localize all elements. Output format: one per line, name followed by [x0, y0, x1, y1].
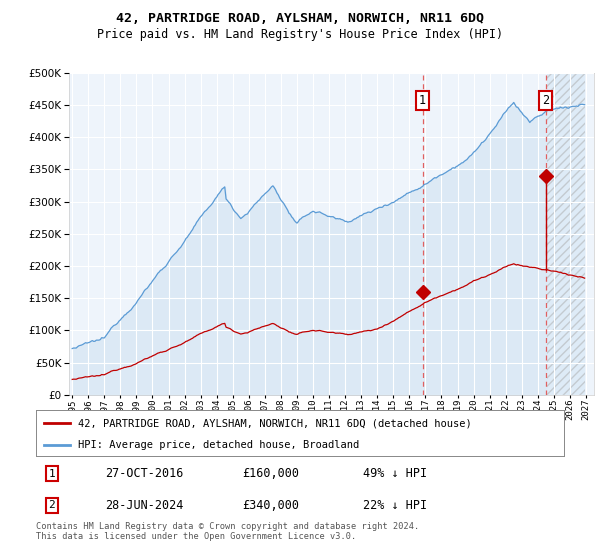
Text: £340,000: £340,000 [242, 498, 299, 512]
Text: Price paid vs. HM Land Registry's House Price Index (HPI): Price paid vs. HM Land Registry's House … [97, 28, 503, 41]
Text: 2: 2 [49, 500, 55, 510]
Text: 2: 2 [542, 94, 550, 106]
Text: HPI: Average price, detached house, Broadland: HPI: Average price, detached house, Broa… [78, 440, 359, 450]
Text: 1: 1 [419, 94, 426, 106]
Text: 27-OCT-2016: 27-OCT-2016 [104, 468, 183, 480]
Text: 1: 1 [49, 469, 55, 479]
Text: 42, PARTRIDGE ROAD, AYLSHAM, NORWICH, NR11 6DQ: 42, PARTRIDGE ROAD, AYLSHAM, NORWICH, NR… [116, 12, 484, 25]
Text: Contains HM Land Registry data © Crown copyright and database right 2024.
This d: Contains HM Land Registry data © Crown c… [36, 522, 419, 542]
Text: £160,000: £160,000 [242, 468, 299, 480]
Text: 42, PARTRIDGE ROAD, AYLSHAM, NORWICH, NR11 6DQ (detached house): 42, PARTRIDGE ROAD, AYLSHAM, NORWICH, NR… [78, 418, 472, 428]
Text: 28-JUN-2024: 28-JUN-2024 [104, 498, 183, 512]
Text: 22% ↓ HPI: 22% ↓ HPI [364, 498, 427, 512]
Text: 49% ↓ HPI: 49% ↓ HPI [364, 468, 427, 480]
